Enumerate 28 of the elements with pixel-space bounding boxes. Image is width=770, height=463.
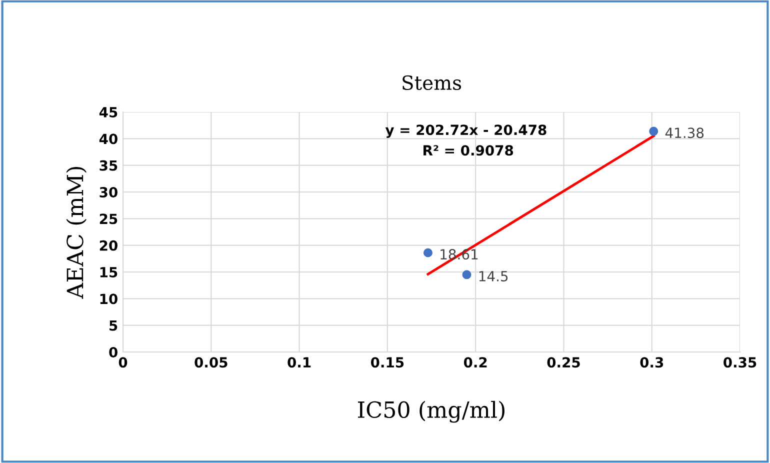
point bbox=[423, 248, 432, 258]
data-label: 41.38 bbox=[665, 128, 704, 138]
x-tick-label: 0.2 bbox=[464, 357, 487, 368]
y-tick-label: 25 bbox=[100, 214, 118, 224]
point bbox=[649, 126, 658, 136]
y-tick-label: 40 bbox=[99, 134, 118, 144]
y-axis-title: AEAC (mM) bbox=[66, 166, 87, 299]
chart-title: Stems bbox=[402, 75, 462, 90]
x-tick-label: 0.1 bbox=[288, 357, 311, 368]
y-tick-label: 35 bbox=[100, 160, 118, 171]
y-tick-label: 20 bbox=[100, 240, 118, 251]
x-tick-label: 0.3 bbox=[640, 357, 664, 368]
point bbox=[462, 270, 472, 280]
y-tick-label: 10 bbox=[100, 294, 118, 304]
y-tick-label: 0 bbox=[109, 346, 118, 358]
data-label: 14.5 bbox=[479, 271, 508, 282]
annotation: y = 202.72x - 20.478 bbox=[385, 124, 546, 138]
annotation: R² = 0.9078 bbox=[424, 145, 514, 156]
x-tick-label: 0 bbox=[118, 357, 128, 368]
x-tick-label: 0.05 bbox=[194, 357, 228, 368]
y-tick-label: 5 bbox=[110, 320, 118, 331]
x-tick-label: 0.25 bbox=[547, 357, 580, 368]
y-tick-label: 15 bbox=[100, 267, 118, 278]
y-tick-label: 45 bbox=[99, 107, 118, 118]
x-tick-label: 0.35 bbox=[724, 357, 756, 368]
y-tick-label: 30 bbox=[100, 186, 118, 198]
x-axis-title: IC50 (mg/ml) bbox=[358, 400, 504, 423]
x-tick-label: 0.15 bbox=[370, 357, 404, 368]
